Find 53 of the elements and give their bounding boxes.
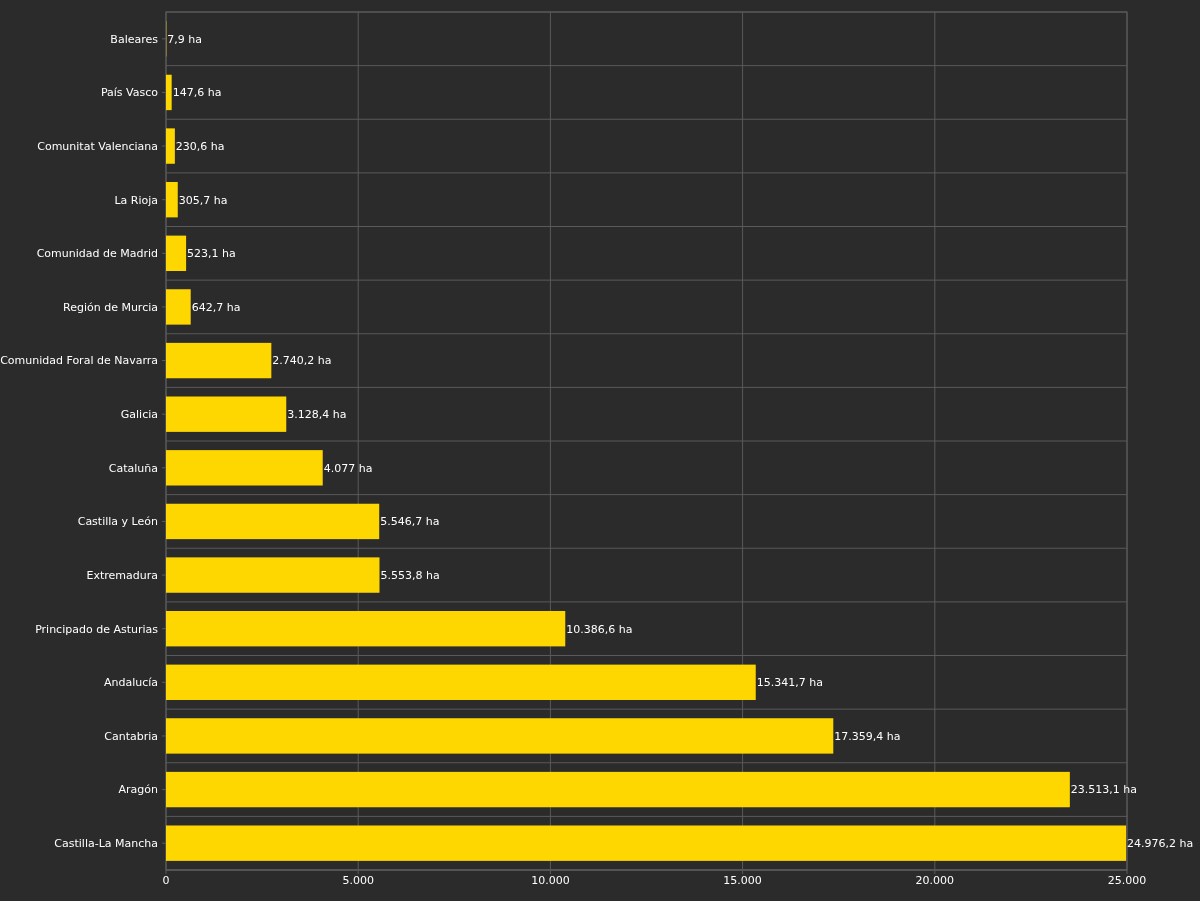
bar [166,235,187,272]
y-tick-label: Cantabria [104,729,158,743]
x-tick-label: 5.000 [342,874,374,887]
y-tick-label: Baleares [110,32,159,46]
data-label: 17.359,4 ha [834,729,901,743]
bar [166,450,323,486]
y-tick-label: Comunitat Valenciana [37,139,158,153]
data-label: 147,6 ha [172,86,222,100]
y-tick-label: Principado de Asturias [35,622,159,636]
y-tick-label: Extremadura [86,568,158,582]
data-label: 24.976,2 ha [1127,837,1194,851]
x-tick-label: 25.000 [1107,874,1147,887]
bar [166,825,1127,861]
bar [166,128,175,164]
bar [166,342,272,379]
y-tick-label: Galicia [120,408,158,422]
bar [166,503,380,540]
data-label: 3.128,4 ha [287,408,347,422]
y-tick-label: Castilla y León [77,515,159,529]
y-tick-label: Cataluña [108,461,158,475]
bar [166,610,566,647]
y-tick-label: Región de Murcia [63,300,158,314]
data-label: 15.341,7 ha [756,676,823,690]
x-tick-label: 10.000 [531,874,570,887]
data-label: 7,9 ha [167,32,203,46]
x-tick-label: 0 [162,874,170,887]
bar [166,74,172,111]
data-label: 642,7 ha [191,300,241,314]
y-tick-label: Comunidad de Madrid [36,247,158,261]
y-tick-label: País Vasco [100,86,159,100]
data-label: 23.513,1 ha [1070,783,1138,797]
data-label: 5.546,7 ha [380,515,440,529]
data-label: 230,6 ha [175,139,225,153]
x-tick-label: 20.000 [915,874,955,887]
data-label: 523,1 ha [187,247,236,261]
data-label: 4.077 ha [323,461,373,475]
bar [166,718,834,754]
bar [166,181,178,218]
data-label: 10.386,6 ha [566,622,633,636]
data-label: 2.740,2 ha [272,354,332,368]
bar [166,396,287,432]
bar [166,557,380,593]
bar [166,771,1070,808]
y-tick-label: La Rioja [114,193,158,207]
data-label: 5.553,8 ha [380,568,440,582]
y-tick-label: Comunidad Foral de Navarra [0,354,158,368]
bar [166,289,191,325]
y-tick-label: Andalucía [103,676,158,690]
data-label: 305,7 ha [178,193,228,207]
bar [166,664,756,701]
y-tick-label: Castilla-La Mancha [54,837,158,851]
x-tick-label: 15.000 [723,874,762,887]
y-tick-label: Aragón [118,783,159,797]
